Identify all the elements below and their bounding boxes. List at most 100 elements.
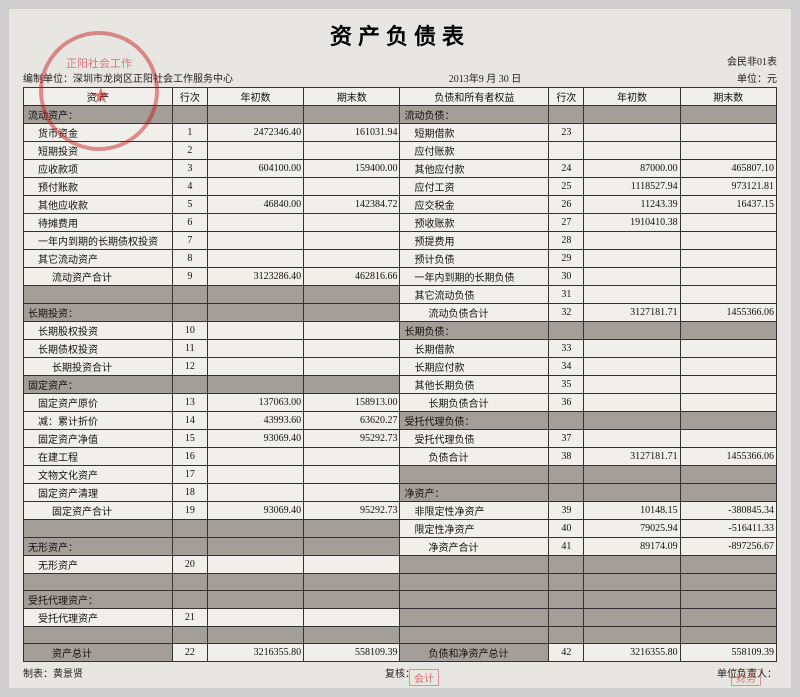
- liab-line-no: 30: [549, 268, 584, 286]
- liab-label: 短期借款: [400, 124, 549, 142]
- liab-end: [680, 430, 776, 448]
- liab-begin: [584, 412, 680, 430]
- asset-line-no: 20: [172, 556, 207, 574]
- table-row: 长期股权投资10长期负债：: [24, 322, 777, 340]
- liab-end: [680, 142, 776, 160]
- table-row: 限定性净资产4079025.94-516411.33: [24, 520, 777, 538]
- liab-line-no: 41: [549, 538, 584, 556]
- asset-line-no: 11: [172, 340, 207, 358]
- asset-end: [304, 232, 400, 250]
- table-row: 资产总计223216355.80558109.39负债和净资产总计4232163…: [24, 644, 777, 662]
- liab-end: [680, 412, 776, 430]
- liab-label: 预提费用: [400, 232, 549, 250]
- liab-end: [680, 394, 776, 412]
- liab-begin: [584, 286, 680, 304]
- col-end2: 期末数: [680, 88, 776, 106]
- asset-begin: [207, 304, 303, 322]
- liab-begin: [584, 232, 680, 250]
- asset-end: [304, 538, 400, 556]
- liab-end: [680, 358, 776, 376]
- asset-label: 固定资产净值: [24, 430, 173, 448]
- liab-line-no: 38: [549, 448, 584, 466]
- asset-label: 其他应收款: [24, 196, 173, 214]
- col-line2: 行次: [549, 88, 584, 106]
- col-line: 行次: [172, 88, 207, 106]
- liab-label: 长期应付款: [400, 358, 549, 376]
- asset-begin: 3123286.40: [207, 268, 303, 286]
- asset-line-no: 5: [172, 196, 207, 214]
- asset-end: [304, 178, 400, 196]
- table-row: 受托代理资产21: [24, 609, 777, 627]
- asset-end: [304, 106, 400, 124]
- asset-end: 161031.94: [304, 124, 400, 142]
- liab-end: [680, 322, 776, 340]
- asset-label: 流动资产：: [24, 106, 173, 124]
- balance-table: 资 产 行次 年初数 期末数 负债和所有者权益 行次 年初数 期末数 流动资产：…: [23, 87, 777, 662]
- asset-end: [304, 484, 400, 502]
- table-row: 无形资产：净资产合计4189174.09-897256.67: [24, 538, 777, 556]
- asset-end: [304, 304, 400, 322]
- asset-line-no: 21: [172, 609, 207, 627]
- liab-label: 长期借款: [400, 340, 549, 358]
- asset-label: 流动资产合计: [24, 268, 173, 286]
- liab-end: [680, 250, 776, 268]
- balance-sheet: ★ 资产负债表 会民非01表 编制单位：深圳市龙岗区正阳社会工作服务中心 201…: [8, 8, 792, 689]
- liab-begin: [584, 394, 680, 412]
- table-row: 在建工程16负债合计383127181.711455366.06: [24, 448, 777, 466]
- col-end: 期末数: [304, 88, 400, 106]
- asset-begin: 137063.00: [207, 394, 303, 412]
- liab-label: 其他长期负债: [400, 376, 549, 394]
- asset-label: 在建工程: [24, 448, 173, 466]
- asset-label: 无形资产：: [24, 538, 173, 556]
- asset-label: 长期投资：: [24, 304, 173, 322]
- liab-begin: [584, 268, 680, 286]
- liab-end: [680, 232, 776, 250]
- liab-line-no: 35: [549, 376, 584, 394]
- liab-begin: [584, 484, 680, 502]
- asset-line-no: [172, 376, 207, 394]
- liab-end: [680, 106, 776, 124]
- asset-label: 长期债权投资: [24, 340, 173, 358]
- asset-line-no: 8: [172, 250, 207, 268]
- liab-end: 558109.39: [680, 644, 776, 662]
- liab-line-no: 32: [549, 304, 584, 322]
- asset-end: [304, 250, 400, 268]
- liab-end: [680, 286, 776, 304]
- table-row: 其它流动资产8预计负债29: [24, 250, 777, 268]
- asset-begin: [207, 376, 303, 394]
- liab-label: 净资产：: [400, 484, 549, 502]
- asset-begin: [207, 484, 303, 502]
- liab-line-no: 28: [549, 232, 584, 250]
- liab-end: [680, 124, 776, 142]
- liab-end: [680, 484, 776, 502]
- asset-line-no: 12: [172, 358, 207, 376]
- liab-label: 应付账款: [400, 142, 549, 160]
- asset-end: 142384.72: [304, 196, 400, 214]
- table-row: 流动资产合计93123286.40462816.66一年内到期的长期负债30: [24, 268, 777, 286]
- asset-end: [304, 591, 400, 609]
- asset-label: 其它流动资产: [24, 250, 173, 268]
- asset-begin: [207, 232, 303, 250]
- asset-line-no: 16: [172, 448, 207, 466]
- asset-line-no: 1: [172, 124, 207, 142]
- asset-line-no: 15: [172, 430, 207, 448]
- asset-end: [304, 466, 400, 484]
- date-label: 2013年9 月 30 日: [233, 70, 737, 85]
- table-row: [24, 627, 777, 644]
- red-mark-approver: 财务: [731, 669, 761, 686]
- liab-begin: 3127181.71: [584, 448, 680, 466]
- asset-begin: [207, 556, 303, 574]
- liab-end: [680, 376, 776, 394]
- table-row: 短期投资2应付账款: [24, 142, 777, 160]
- liab-label: 负债合计: [400, 448, 549, 466]
- liab-line-no: 42: [549, 644, 584, 662]
- liab-begin: [584, 142, 680, 160]
- asset-line-no: 14: [172, 412, 207, 430]
- asset-line-no: [172, 538, 207, 556]
- liab-line-no: 39: [549, 502, 584, 520]
- table-header-row: 资 产 行次 年初数 期末数 负债和所有者权益 行次 年初数 期末数: [24, 88, 777, 106]
- liab-label: 净资产合计: [400, 538, 549, 556]
- table-row: 文物文化资产17: [24, 466, 777, 484]
- liab-begin: 87000.00: [584, 160, 680, 178]
- table-row: 长期债权投资11长期借款33: [24, 340, 777, 358]
